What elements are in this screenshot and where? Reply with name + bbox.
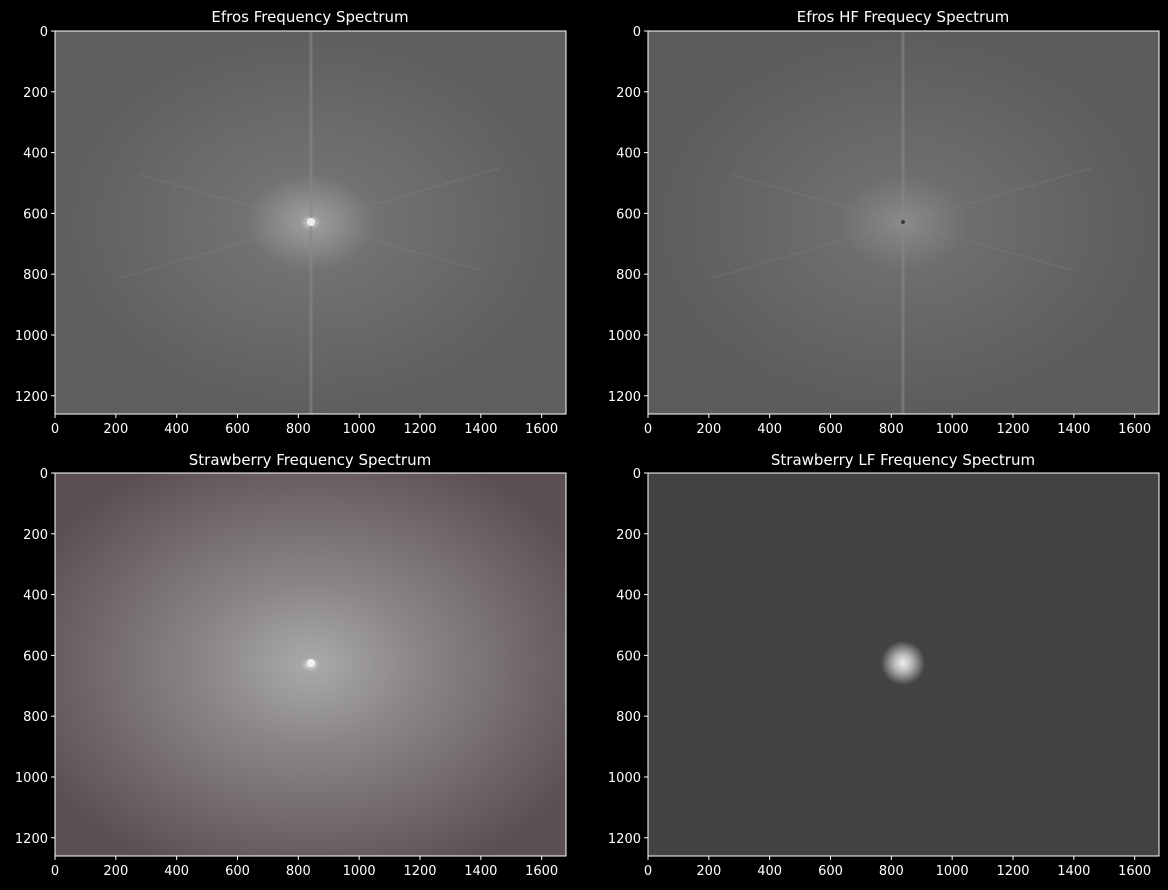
x-tick-label: 400 (164, 422, 189, 437)
panel-title: Efros Frequency Spectrum (211, 8, 408, 26)
y-tick-label: 1000 (608, 771, 641, 786)
y-tick-label: 1200 (15, 390, 48, 405)
x-tick-label: 200 (103, 864, 128, 879)
x-tick-label: 1000 (936, 864, 969, 879)
y-tick-label: 0 (633, 25, 641, 40)
x-tick-label: 0 (51, 422, 59, 437)
x-tick-label: 600 (818, 864, 843, 879)
x-tick-label: 400 (757, 864, 782, 879)
x-tick-label: 0 (644, 864, 652, 879)
y-tick-label: 0 (40, 25, 48, 40)
spectrum-image (648, 473, 1159, 856)
x-tick-label: 1200 (403, 422, 436, 437)
strawberry-spectrum-plot: Strawberry Frequency Spectrum 0 200 400 600… (15, 451, 567, 879)
y-tick-label: 200 (616, 528, 641, 543)
x-tick-label: 0 (644, 422, 652, 437)
y-tick-label: 800 (616, 710, 641, 725)
x-tick-label: 200 (696, 422, 721, 437)
x-tick-label: 1000 (343, 864, 376, 879)
x-tick-label: 800 (286, 864, 311, 879)
panel-title: Efros HF Frequecy Spectrum (797, 8, 1009, 26)
y-tick-label: 600 (616, 207, 641, 222)
y-tick-label: 400 (616, 589, 641, 604)
y-tick-label: 600 (23, 649, 48, 664)
y-tick-label: 400 (23, 147, 48, 162)
y-tick-label: 0 (40, 467, 48, 482)
y-tick-label: 1200 (608, 390, 641, 405)
x-tick-label: 1600 (525, 422, 558, 437)
y-tick-label: 400 (23, 589, 48, 604)
x-tick-label: 1200 (996, 422, 1029, 437)
axes-frame (647, 30, 1160, 415)
x-tick-label: 1000 (343, 422, 376, 437)
x-tick-label: 800 (286, 422, 311, 437)
y-tick-label: 200 (23, 86, 48, 101)
efros-spectrum-plot: Efros Frequency Spectrum 0 200 400 600 800 10… (15, 8, 567, 437)
x-tick-label: 400 (164, 864, 189, 879)
x-tick-label: 1400 (1057, 864, 1090, 879)
efros-hf-spectrum-plot: Efros HF Frequecy Spectrum 0 200 400 600 800… (608, 8, 1160, 437)
x-tick-label: 1600 (1118, 422, 1151, 437)
axes-frame (647, 472, 1160, 857)
axes-frame (54, 472, 567, 857)
y-tick-label: 200 (23, 528, 48, 543)
panel-title: Strawberry Frequency Spectrum (189, 451, 431, 469)
y-tick-label: 1000 (608, 329, 641, 344)
spectrum-image (648, 31, 1159, 414)
x-tick-label: 0 (51, 864, 59, 879)
x-tick-label: 600 (225, 422, 250, 437)
y-tick-label: 800 (23, 268, 48, 283)
x-tick-label: 1200 (403, 864, 436, 879)
y-tick-label: 1000 (15, 771, 48, 786)
y-tick-label: 600 (616, 649, 641, 664)
y-tick-label: 800 (23, 710, 48, 725)
panel-efros-hf-spectrum: Efros HF Frequecy Spectrum 0 200 400 600 800… (592, 0, 1168, 445)
y-tick-label: 1000 (15, 329, 48, 344)
x-tick-label: 1400 (464, 422, 497, 437)
x-tick-label: 600 (225, 864, 250, 879)
y-tick-label: 0 (633, 467, 641, 482)
x-tick-label: 1400 (1057, 422, 1090, 437)
y-tick-label: 600 (23, 207, 48, 222)
x-tick-label: 200 (696, 864, 721, 879)
x-tick-label: 1600 (525, 864, 558, 879)
spectrum-image (55, 473, 566, 856)
y-tick-label: 400 (616, 147, 641, 162)
x-tick-label: 1000 (936, 422, 969, 437)
x-tick-label: 800 (879, 422, 904, 437)
y-tick-label: 1200 (608, 832, 641, 847)
y-tick-label: 800 (616, 268, 641, 283)
spectrum-image (55, 31, 566, 414)
x-tick-label: 800 (879, 864, 904, 879)
x-tick-label: 1400 (464, 864, 497, 879)
x-tick-label: 400 (757, 422, 782, 437)
panel-strawberry-spectrum: Strawberry Frequency Spectrum 0 200 400 600… (0, 445, 584, 890)
x-tick-label: 200 (103, 422, 128, 437)
panel-title: Strawberry LF Frequency Spectrum (771, 451, 1035, 469)
strawberry-lf-spectrum-plot: Strawberry LF Frequency Spectrum 0 200 400… (608, 451, 1160, 879)
x-tick-label: 1200 (996, 864, 1029, 879)
panel-strawberry-lf-spectrum: Strawberry LF Frequency Spectrum 0 200 400… (592, 445, 1168, 890)
y-tick-label: 1200 (15, 832, 48, 847)
x-tick-label: 1600 (1118, 864, 1151, 879)
panel-efros-spectrum: Efros Frequency Spectrum 0 200 400 600 800 10… (0, 0, 584, 445)
x-tick-label: 600 (818, 422, 843, 437)
axes-frame (54, 30, 567, 415)
y-tick-label: 200 (616, 86, 641, 101)
